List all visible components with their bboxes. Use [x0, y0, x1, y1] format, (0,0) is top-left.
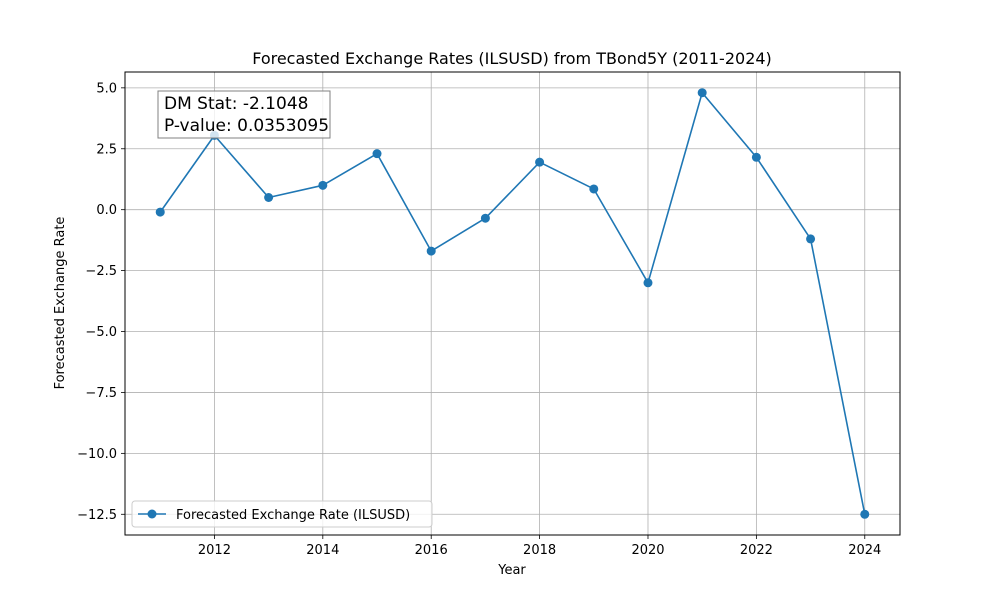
stats-annotation: DM Stat: -2.1048 P-value: 0.0353095: [157, 90, 331, 139]
y-tick-label: −12.5: [77, 508, 117, 523]
data-point: [264, 192, 274, 202]
x-tick-label: 2020: [631, 543, 664, 558]
y-tick-label: 5.0: [96, 81, 117, 96]
annotation-dm-stat: DM Stat: -2.1048: [164, 94, 308, 114]
x-tick-label: 2014: [306, 543, 339, 558]
data-point: [318, 180, 328, 190]
data-point: [372, 149, 382, 159]
data-point: [697, 88, 707, 98]
data-point: [589, 184, 599, 194]
series-line: [159, 91, 866, 515]
y-tick-label: −10.0: [77, 447, 117, 462]
y-tick-label: 0.0: [96, 203, 117, 218]
x-axis-title: Year: [497, 563, 526, 578]
data-point: [480, 213, 490, 223]
x-tick-label: 2018: [523, 543, 556, 558]
legend-label: Forecasted Exchange Rate (ILSUSD): [176, 508, 410, 523]
y-axis-title: Forecasted Exchange Rate: [53, 217, 68, 390]
data-point: [751, 152, 761, 162]
axis-ticks: 2012 2014 2016 2018 2020 2022 2024 5.0 2.5 0.0 −2.…: [77, 81, 881, 558]
plot-frame: [124, 71, 901, 536]
series-group: [155, 88, 870, 519]
annotation-p-value: P-value: 0.0353095: [164, 116, 329, 136]
data-point: [806, 234, 816, 244]
data-point: [155, 207, 165, 217]
data-point: [535, 157, 545, 167]
x-tick-label: 2022: [740, 543, 773, 558]
y-tick-label: −5.0: [85, 325, 117, 340]
data-point: [643, 278, 653, 288]
data-point: [426, 246, 436, 256]
legend-marker-swatch: [147, 509, 157, 519]
x-tick-label: 2016: [415, 543, 448, 558]
grid-lines: [125, 72, 900, 535]
x-tick-label: 2012: [198, 543, 231, 558]
legend[interactable]: Forecasted Exchange Rate (ILSUSD): [131, 500, 433, 528]
chart-title: Forecasted Exchange Rates (ILSUSD) from …: [252, 49, 772, 68]
x-tick-label: 2024: [848, 543, 881, 558]
y-tick-label: 2.5: [96, 142, 117, 157]
y-tick-label: −7.5: [85, 386, 117, 401]
data-point: [860, 509, 870, 519]
y-tick-label: −2.5: [85, 264, 117, 279]
legend-box: [131, 500, 433, 528]
annotation-box: [157, 90, 331, 139]
